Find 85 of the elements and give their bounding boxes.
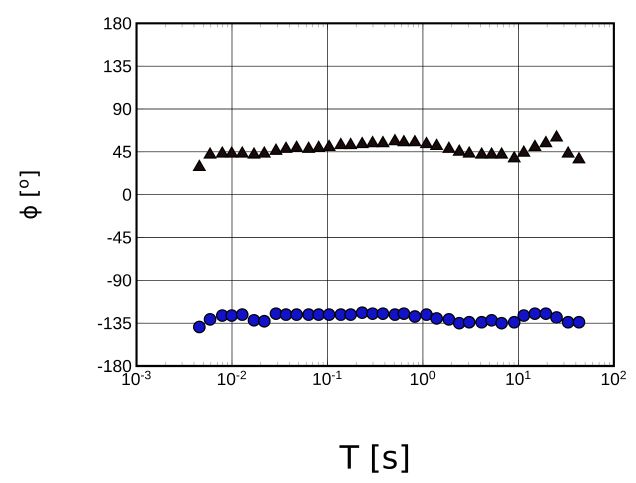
point xyxy=(485,314,498,327)
point xyxy=(312,140,326,152)
point xyxy=(508,316,521,329)
point xyxy=(562,146,575,158)
point xyxy=(398,135,410,146)
point xyxy=(462,146,476,158)
point xyxy=(193,320,206,334)
point xyxy=(204,147,216,159)
point xyxy=(517,146,530,157)
point xyxy=(572,316,586,329)
point xyxy=(485,147,498,159)
y-tick-label: 0 xyxy=(122,188,132,201)
point xyxy=(408,310,422,323)
point xyxy=(528,307,542,320)
point xyxy=(430,312,443,325)
point xyxy=(356,136,369,148)
point xyxy=(398,307,410,320)
point xyxy=(204,313,216,326)
y-tick-label: 135 xyxy=(104,60,132,72)
point xyxy=(495,147,508,159)
point xyxy=(442,313,456,326)
point xyxy=(539,136,552,148)
point xyxy=(236,308,249,321)
y-tick-label: -45 xyxy=(108,231,132,244)
x-tick-label: 10$^{0}$ xyxy=(410,370,436,386)
point xyxy=(550,311,563,324)
point xyxy=(388,134,402,146)
point xyxy=(302,142,315,153)
point xyxy=(442,142,456,153)
point xyxy=(376,307,390,320)
point xyxy=(550,130,563,142)
point xyxy=(475,147,488,159)
point xyxy=(572,152,586,164)
point xyxy=(344,308,357,321)
point xyxy=(462,316,476,329)
point xyxy=(302,308,315,321)
x-tick-label: 10$^{2}$ xyxy=(602,370,626,386)
point xyxy=(366,307,379,320)
y-tick-label: 45 xyxy=(112,146,132,158)
point xyxy=(290,140,303,152)
point xyxy=(225,309,238,322)
point xyxy=(528,140,542,152)
y-tick-label: 180 xyxy=(104,17,132,30)
point xyxy=(225,146,238,158)
x-tick-label: 10$^{1}$ xyxy=(506,370,530,386)
point xyxy=(376,136,390,148)
x-tick-label: 10$^{-2}$ xyxy=(218,370,246,386)
point xyxy=(475,316,488,329)
point xyxy=(334,138,348,150)
point xyxy=(356,306,369,320)
point xyxy=(280,142,292,153)
point xyxy=(366,136,379,148)
y-tick-label: -180 xyxy=(98,360,132,372)
point xyxy=(312,308,326,321)
y-axis-title: ϕ [$^{o}$] xyxy=(20,172,42,219)
x-tick-label: 10$^{-1}$ xyxy=(313,370,342,386)
point xyxy=(452,144,466,156)
point xyxy=(517,309,530,322)
y-tick-label: 90 xyxy=(113,102,132,116)
point xyxy=(192,160,206,171)
point xyxy=(236,146,249,158)
point xyxy=(290,308,303,321)
point xyxy=(452,316,466,330)
point xyxy=(248,314,260,327)
point xyxy=(258,314,271,328)
point xyxy=(216,146,229,158)
point xyxy=(495,316,508,330)
point xyxy=(322,140,336,152)
point xyxy=(270,307,282,320)
x-axis-title: T [s] xyxy=(339,444,408,473)
y-tick-label: -90 xyxy=(108,274,132,286)
point xyxy=(420,136,433,148)
point xyxy=(562,316,574,329)
point xyxy=(280,308,292,321)
point xyxy=(508,151,521,162)
point xyxy=(248,147,260,159)
y-tick-label: -135 xyxy=(98,317,132,330)
point xyxy=(258,146,271,158)
point xyxy=(540,307,552,320)
point xyxy=(344,138,358,150)
point xyxy=(270,144,282,155)
point xyxy=(420,308,433,321)
point xyxy=(430,138,443,150)
point xyxy=(322,308,336,321)
point xyxy=(408,135,422,146)
